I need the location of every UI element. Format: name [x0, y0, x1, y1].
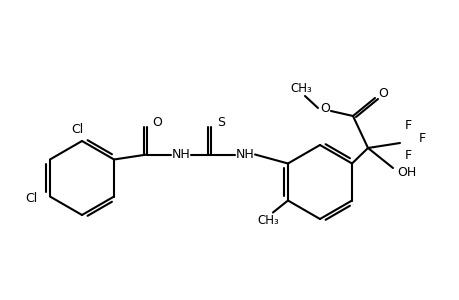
Text: O: O	[319, 101, 329, 115]
Text: CH₃: CH₃	[257, 214, 278, 227]
Text: F: F	[403, 118, 411, 131]
Text: F: F	[403, 148, 411, 161]
Text: Cl: Cl	[26, 192, 38, 205]
Text: NH: NH	[235, 148, 254, 161]
Text: O: O	[377, 86, 387, 100]
Text: CH₃: CH₃	[290, 82, 311, 94]
Text: NH: NH	[171, 148, 190, 161]
Text: Cl: Cl	[71, 122, 83, 136]
Text: F: F	[418, 131, 425, 145]
Text: S: S	[217, 116, 224, 129]
Text: O: O	[152, 116, 162, 129]
Text: OH: OH	[397, 167, 416, 179]
